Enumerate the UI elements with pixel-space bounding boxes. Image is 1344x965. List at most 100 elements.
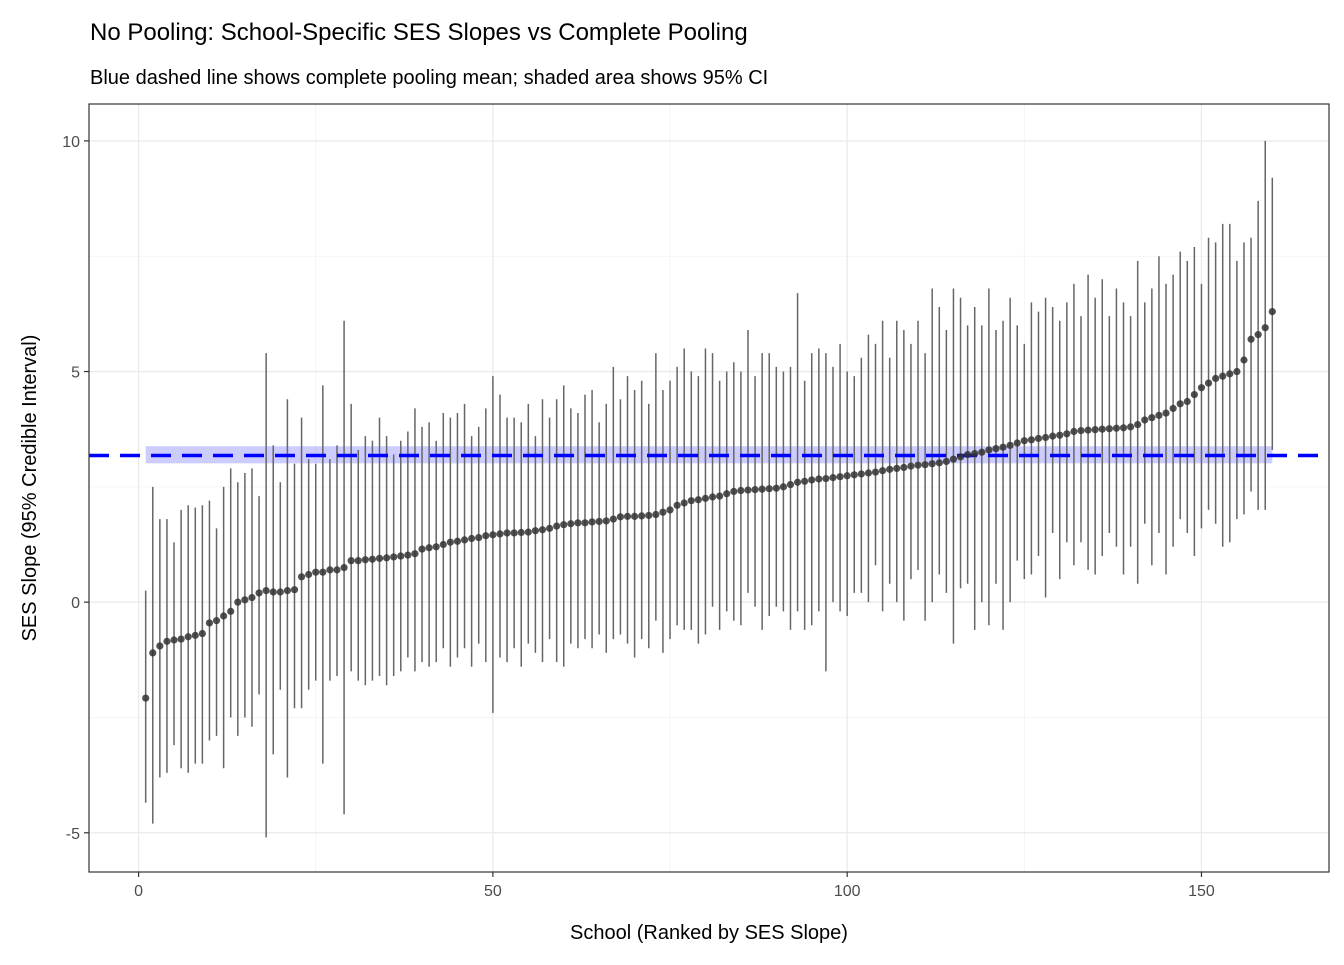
school-point	[808, 476, 816, 484]
plot-panel	[89, 104, 1329, 872]
school-point	[432, 543, 440, 551]
school-point	[1134, 420, 1142, 429]
school-point	[1183, 397, 1191, 406]
school-point	[1098, 425, 1106, 433]
school-point	[1162, 409, 1170, 417]
school-point	[1169, 404, 1177, 413]
school-point	[801, 477, 809, 485]
school-point	[616, 513, 625, 521]
school-point	[510, 529, 518, 537]
school-point	[397, 552, 405, 560]
school-point	[595, 517, 603, 526]
school-point	[1219, 372, 1227, 380]
school-point	[482, 532, 490, 540]
panel-border	[88, 103, 1330, 873]
school-point	[857, 470, 865, 478]
school-point	[347, 557, 355, 565]
school-point	[269, 588, 277, 596]
school-point	[1056, 431, 1064, 439]
school-point	[383, 554, 391, 562]
school-point	[411, 550, 419, 558]
school-point	[1141, 416, 1149, 424]
school-point	[871, 468, 880, 476]
school-point	[446, 538, 454, 546]
school-point	[191, 631, 199, 639]
chart-subtitle: Blue dashed line shows complete pooling …	[90, 67, 768, 89]
school-point	[1063, 430, 1071, 438]
school-point	[772, 484, 780, 492]
school-point	[439, 540, 447, 549]
school-point	[893, 464, 901, 472]
school-point	[460, 536, 469, 544]
school-point	[212, 617, 221, 625]
school-point	[645, 511, 653, 520]
school-point	[142, 694, 150, 702]
school-point	[198, 629, 206, 638]
x-tick-label: 100	[834, 883, 861, 900]
school-point	[418, 545, 426, 553]
school-point	[368, 555, 377, 563]
school-point	[1049, 432, 1057, 440]
school-point	[949, 455, 958, 463]
school-point	[241, 596, 249, 604]
school-point	[687, 497, 695, 505]
school-point	[602, 517, 610, 525]
school-point	[1006, 441, 1014, 449]
school-point	[694, 496, 702, 504]
chart-title: No Pooling: School-Specific SES Slopes v…	[90, 19, 748, 46]
school-point	[879, 467, 887, 475]
school-point	[992, 444, 1000, 453]
school-point	[758, 485, 766, 493]
school-point	[1020, 437, 1028, 445]
y-axis: -5 0 5 10	[62, 134, 89, 843]
school-point	[340, 563, 348, 572]
school-point	[907, 462, 915, 470]
school-point	[404, 551, 412, 559]
school-point	[1013, 439, 1021, 447]
school-point	[531, 527, 540, 535]
school-point	[319, 568, 327, 576]
school-point	[1233, 367, 1241, 376]
school-point	[156, 642, 164, 650]
school-point	[779, 483, 788, 491]
school-point	[1091, 426, 1099, 434]
school-point	[588, 518, 596, 526]
school-point	[1105, 425, 1113, 433]
school-point	[985, 446, 993, 454]
school-point	[673, 501, 681, 509]
school-point	[886, 465, 894, 473]
school-point	[1197, 384, 1206, 392]
school-point	[1155, 411, 1163, 419]
school-point	[751, 486, 759, 494]
school-point	[786, 480, 795, 489]
school-point	[290, 586, 299, 594]
school-point	[453, 537, 462, 545]
school-point	[1268, 307, 1276, 316]
school-point	[205, 619, 214, 627]
school-point	[1240, 356, 1248, 364]
school-point	[581, 519, 589, 527]
school-point	[475, 533, 483, 542]
school-point	[553, 522, 561, 530]
school-point	[574, 519, 582, 527]
school-point	[1204, 379, 1213, 387]
school-point	[425, 544, 433, 552]
school-point	[1112, 424, 1121, 432]
school-point	[680, 499, 688, 507]
school-point	[1148, 414, 1156, 422]
school-point	[1261, 324, 1269, 332]
school-point	[220, 612, 228, 620]
school-point	[631, 512, 639, 520]
school-point	[276, 588, 284, 596]
school-point	[900, 463, 908, 472]
school-point	[638, 512, 646, 520]
school-point	[793, 478, 802, 486]
school-point	[326, 566, 334, 574]
x-axis: 0 50 100 150	[134, 872, 1215, 900]
school-point	[723, 490, 731, 498]
school-point	[163, 637, 171, 645]
school-point	[538, 526, 547, 534]
school-point	[177, 635, 185, 643]
school-point	[956, 453, 965, 461]
